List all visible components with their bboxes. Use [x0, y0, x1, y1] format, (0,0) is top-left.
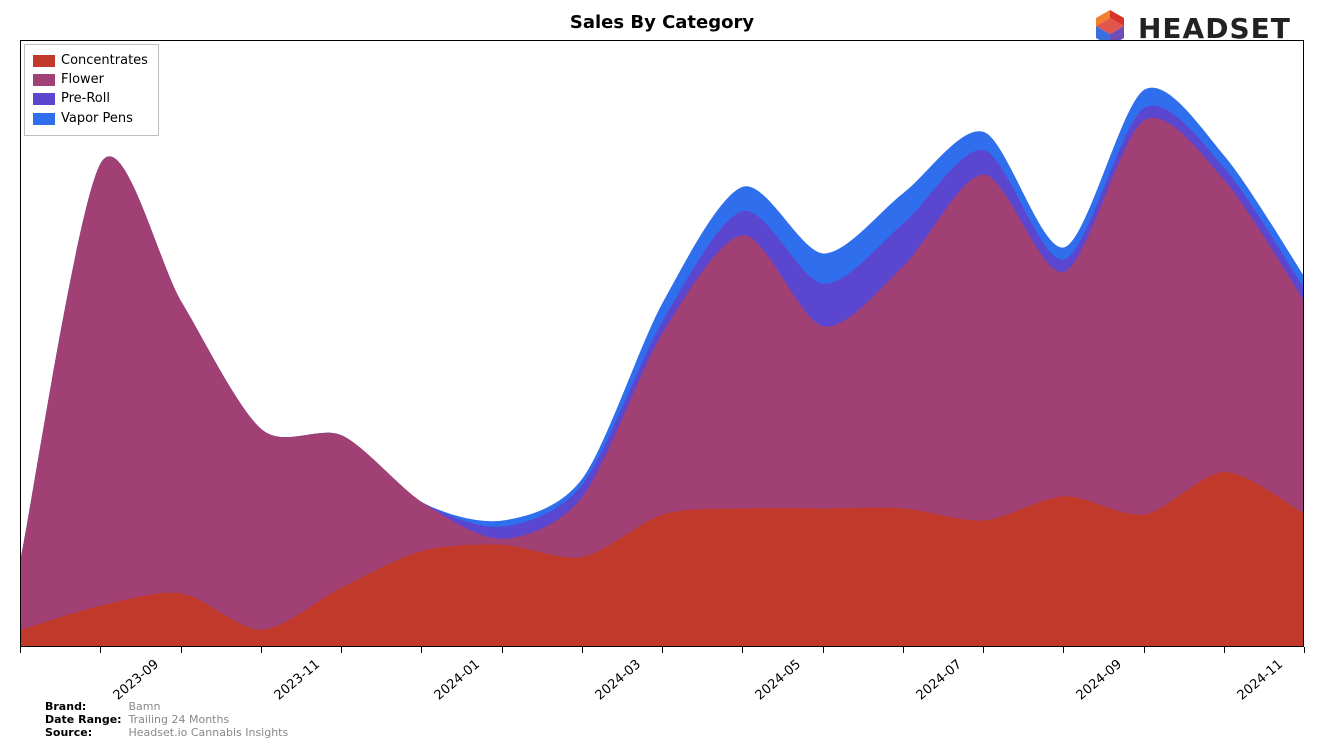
- legend-label: Pre-Roll: [61, 90, 110, 108]
- legend-swatch: [33, 55, 55, 67]
- x-tick-mark: [1144, 647, 1145, 653]
- x-tick-label: 2023-11: [271, 657, 322, 703]
- legend-label: Vapor Pens: [61, 110, 133, 128]
- legend-item-pre-roll: Pre-Roll: [33, 90, 148, 108]
- x-tick-mark: [742, 647, 743, 653]
- chart-legend: ConcentratesFlowerPre-Roll Vapor Pens: [24, 44, 159, 136]
- footer-value: Bamn: [129, 700, 161, 713]
- footer-label: Source:: [45, 726, 125, 739]
- legend-item-vapor-pens: Vapor Pens: [33, 110, 148, 128]
- footer-value: Trailing 24 Months: [129, 713, 230, 726]
- footer-label: Brand:: [45, 700, 125, 713]
- x-tick-label: 2024-09: [1074, 657, 1125, 703]
- footer-line: Source: Headset.io Cannabis Insights: [45, 726, 288, 739]
- x-tick-mark: [20, 647, 21, 653]
- x-tick-label: 2024-11: [1234, 657, 1285, 703]
- x-tick-label: 2024-07: [913, 657, 964, 703]
- footer-line: Brand: Bamn: [45, 700, 288, 713]
- footer-value: Headset.io Cannabis Insights: [129, 726, 289, 739]
- x-tick-mark: [1304, 647, 1305, 653]
- legend-label: Concentrates: [61, 52, 148, 70]
- x-tick-mark: [502, 647, 503, 653]
- legend-swatch: [33, 93, 55, 105]
- x-tick-label: 2024-05: [753, 657, 804, 703]
- x-tick-mark: [582, 647, 583, 653]
- x-tick-mark: [1063, 647, 1064, 653]
- x-tick-mark: [100, 647, 101, 653]
- x-tick-mark: [341, 647, 342, 653]
- footer-label: Date Range:: [45, 713, 125, 726]
- footer-line: Date Range: Trailing 24 Months: [45, 713, 288, 726]
- x-tick-mark: [1224, 647, 1225, 653]
- legend-label: Flower: [61, 71, 104, 89]
- x-tick-mark: [823, 647, 824, 653]
- x-tick-mark: [261, 647, 262, 653]
- chart-plot-area: [20, 40, 1304, 647]
- x-tick-mark: [181, 647, 182, 653]
- legend-swatch: [33, 74, 55, 86]
- x-tick-mark: [903, 647, 904, 653]
- chart-footer: Brand: BamnDate Range: Trailing 24 Month…: [45, 700, 288, 739]
- legend-item-concentrates: Concentrates: [33, 52, 148, 70]
- x-tick-label: 2024-01: [432, 657, 483, 703]
- x-tick-mark: [421, 647, 422, 653]
- stacked-areas: [21, 41, 1304, 647]
- x-tick-mark: [983, 647, 984, 653]
- x-tick-mark: [662, 647, 663, 653]
- legend-swatch: [33, 113, 55, 125]
- legend-item-flower: Flower: [33, 71, 148, 89]
- x-tick-label: 2024-03: [592, 657, 643, 703]
- x-tick-label: 2023-09: [111, 657, 162, 703]
